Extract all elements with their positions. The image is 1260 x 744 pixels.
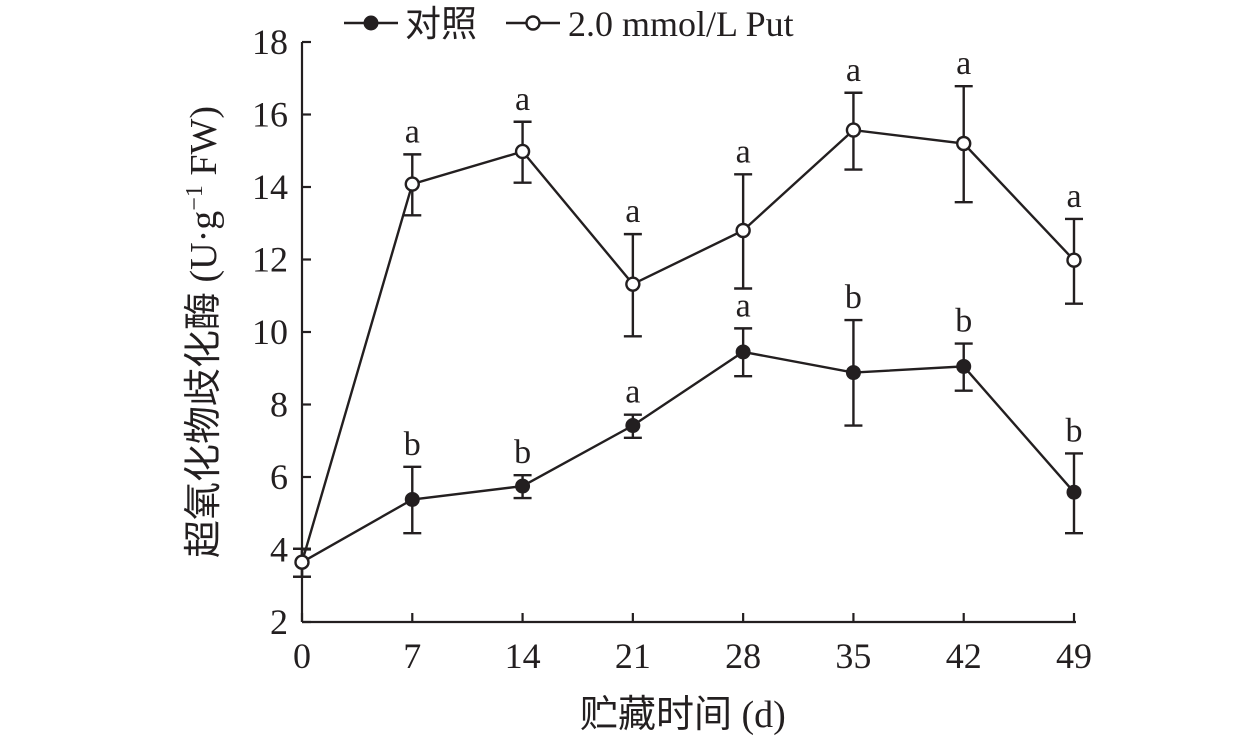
- data-point-control: [735, 344, 751, 360]
- significance-label-put: a: [515, 81, 530, 118]
- y-axis-title-main: 超氧化物歧化酶 (U·g: [183, 211, 225, 558]
- data-point-control: [404, 491, 420, 507]
- y-tick-label: 2: [270, 602, 288, 642]
- x-tick-label: 21: [615, 636, 651, 676]
- y-axis-title-end: FW): [183, 106, 225, 185]
- y-tick-label: 14: [252, 167, 288, 207]
- y-axis-title: 超氧化物歧化酶 (U·g−1 FW): [182, 106, 225, 558]
- legend: 对照 2.0 mmol/L Put: [344, 4, 794, 44]
- x-tick-label: 28: [725, 636, 761, 676]
- significance-label-control: b: [514, 434, 531, 471]
- legend-marker-put: [525, 15, 541, 31]
- x-axis-title: 贮藏时间 (d): [580, 694, 786, 736]
- significance-label-control: b: [955, 303, 972, 340]
- significance-label-put: a: [846, 52, 861, 89]
- plot-area: b b a a b b b a a a a a a a: [293, 45, 1083, 578]
- x-tick-label: 14: [505, 636, 541, 676]
- significance-label-put: a: [956, 45, 971, 82]
- data-point-control: [625, 418, 641, 434]
- legend-marker-control: [363, 15, 379, 31]
- significance-label-control: a: [625, 374, 640, 411]
- series-line-control: [301, 350, 1075, 564]
- x-tick-label: 42: [946, 636, 982, 676]
- data-point-put: [404, 176, 420, 192]
- significance-label-put: a: [625, 193, 640, 230]
- significance-label-control: b: [404, 426, 421, 463]
- data-point-control: [1066, 484, 1082, 500]
- data-point-put: [735, 222, 751, 239]
- series-line-put: [300, 128, 1075, 563]
- y-tick-label: 6: [270, 457, 288, 497]
- y-tick-label: 12: [252, 240, 288, 280]
- legend-label-put: 2.0 mmol/L Put: [568, 4, 794, 44]
- data-point-put: [514, 143, 531, 160]
- data-point-put: [294, 554, 310, 570]
- data-point-put: [1066, 252, 1082, 268]
- y-tick-label: 18: [252, 22, 288, 62]
- x-tick-label: 7: [403, 636, 421, 676]
- significance-label-control: b: [845, 279, 862, 316]
- y-tick-label: 8: [270, 385, 288, 425]
- x-ticks: 0 7 14 21 28 35 42 49: [293, 613, 1092, 676]
- significance-label-put: a: [1066, 178, 1081, 215]
- legend-label-control: 对照: [405, 4, 477, 44]
- x-tick-label: 49: [1056, 636, 1092, 676]
- y-tick-label: 4: [270, 530, 288, 570]
- data-point-control: [956, 358, 972, 374]
- data-point-put: [956, 135, 972, 152]
- x-tick-label: 35: [835, 636, 871, 676]
- significance-label-put: a: [736, 133, 751, 170]
- significance-label-control: a: [736, 287, 751, 324]
- data-point-put: [625, 276, 641, 292]
- data-point-control: [845, 365, 861, 381]
- data-point-control: [515, 478, 531, 494]
- significance-label-control: b: [1066, 412, 1083, 449]
- y-ticks: 2 4 6 8 10 12 14 16 18: [252, 22, 311, 642]
- significance-label-put: a: [405, 113, 420, 150]
- y-tick-label: 16: [252, 95, 288, 135]
- y-tick-label: 10: [252, 312, 288, 352]
- y-axis-title-superscript: −1: [182, 185, 208, 211]
- data-point-put: [845, 122, 862, 138]
- x-tick-label: 0: [293, 636, 311, 676]
